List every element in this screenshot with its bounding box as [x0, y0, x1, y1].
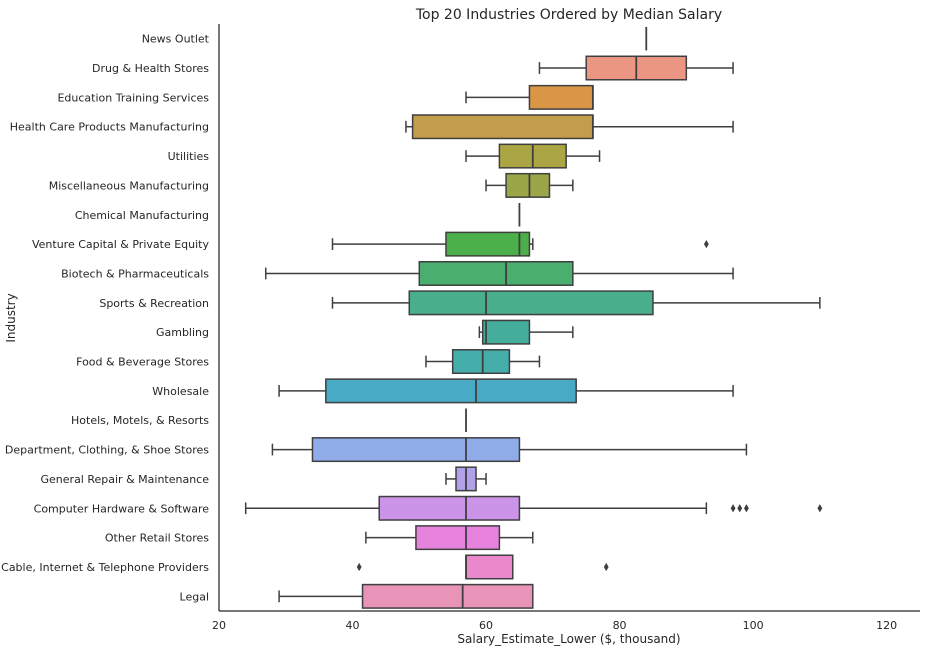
box-group: [465, 143, 601, 169]
category-label: Venture Capital & Private Equity: [32, 238, 210, 251]
box: [325, 378, 577, 404]
outlier-point: [737, 504, 743, 513]
box-group: [331, 231, 709, 257]
y-axis-label: Industry: [4, 293, 18, 342]
category-label: General Repair & Maintenance: [41, 473, 210, 486]
box-group: [405, 114, 734, 140]
box-group: [425, 349, 541, 375]
box-group: [264, 260, 734, 286]
x-tick-labels: 20 40 60 80 100 120: [212, 619, 897, 632]
category-label: Food & Beverage Stores: [76, 356, 209, 369]
category-label: Cable, Internet & Telephone Providers: [1, 561, 209, 574]
category-label: Drug & Health Stores: [92, 62, 209, 75]
box: [465, 554, 514, 580]
box-group: [365, 525, 534, 551]
box: [361, 583, 534, 609]
outlier-point: [744, 504, 749, 513]
box: [415, 525, 501, 551]
x-tick-label: 80: [613, 619, 627, 632]
category-label: Department, Clothing, & Shoe Stores: [5, 444, 209, 457]
category-label: Computer Hardware & Software: [34, 502, 210, 515]
box: [311, 437, 521, 463]
box-group: [445, 466, 487, 492]
box-group: [331, 290, 821, 316]
box: [481, 319, 531, 345]
x-tick-label: 60: [479, 619, 493, 632]
plot-area: [244, 26, 823, 609]
category-label: Other Retail Stores: [105, 532, 209, 545]
box-group: [271, 437, 748, 463]
category-label: Chemical Manufacturing: [75, 209, 209, 222]
x-axis-label: Salary_Estimate_Lower ($, thousand): [457, 632, 680, 646]
category-label: Health Care Products Manufacturing: [10, 121, 209, 134]
category-label: News Outlet: [142, 33, 210, 46]
box-group: [465, 84, 594, 110]
box-group: [244, 495, 823, 521]
category-label: Biotech & Pharmaceuticals: [61, 267, 209, 280]
outlier-point: [703, 239, 709, 249]
category-label: Sports & Recreation: [99, 297, 209, 310]
category-label: Gambling: [156, 326, 209, 339]
x-tick-label: 40: [346, 619, 360, 632]
box-group: [485, 172, 574, 198]
x-tick-label: 120: [876, 619, 897, 632]
outlier-point: [730, 504, 736, 513]
category-label: Hotels, Motels, & Resorts: [71, 414, 209, 427]
box: [505, 172, 551, 198]
outlier-point: [356, 562, 362, 572]
box: [528, 84, 594, 110]
outlier-point: [603, 562, 609, 572]
box: [445, 231, 531, 257]
box-group: [278, 378, 734, 404]
box-group: [478, 319, 574, 345]
category-label: Miscellaneous Manufacturing: [49, 179, 209, 192]
box: [411, 114, 594, 140]
x-tick-label: 20: [212, 619, 226, 632]
category-label: Utilities: [168, 150, 210, 163]
outlier-point: [817, 504, 823, 513]
chart-title: Top 20 Industries Ordered by Median Sala…: [415, 7, 722, 23]
box: [418, 260, 574, 286]
box-group: [356, 554, 609, 580]
box: [451, 349, 511, 375]
category-label: Wholesale: [152, 385, 209, 398]
box: [378, 495, 521, 521]
x-tick-label: 100: [743, 619, 764, 632]
box-group: [538, 55, 734, 81]
category-label: Legal: [180, 590, 209, 603]
category-labels: News Outlet Drug & Health Stores Education…: [1, 33, 210, 604]
category-label: Education Training Services: [57, 91, 209, 104]
box: [408, 290, 654, 316]
box-group: [278, 583, 534, 609]
